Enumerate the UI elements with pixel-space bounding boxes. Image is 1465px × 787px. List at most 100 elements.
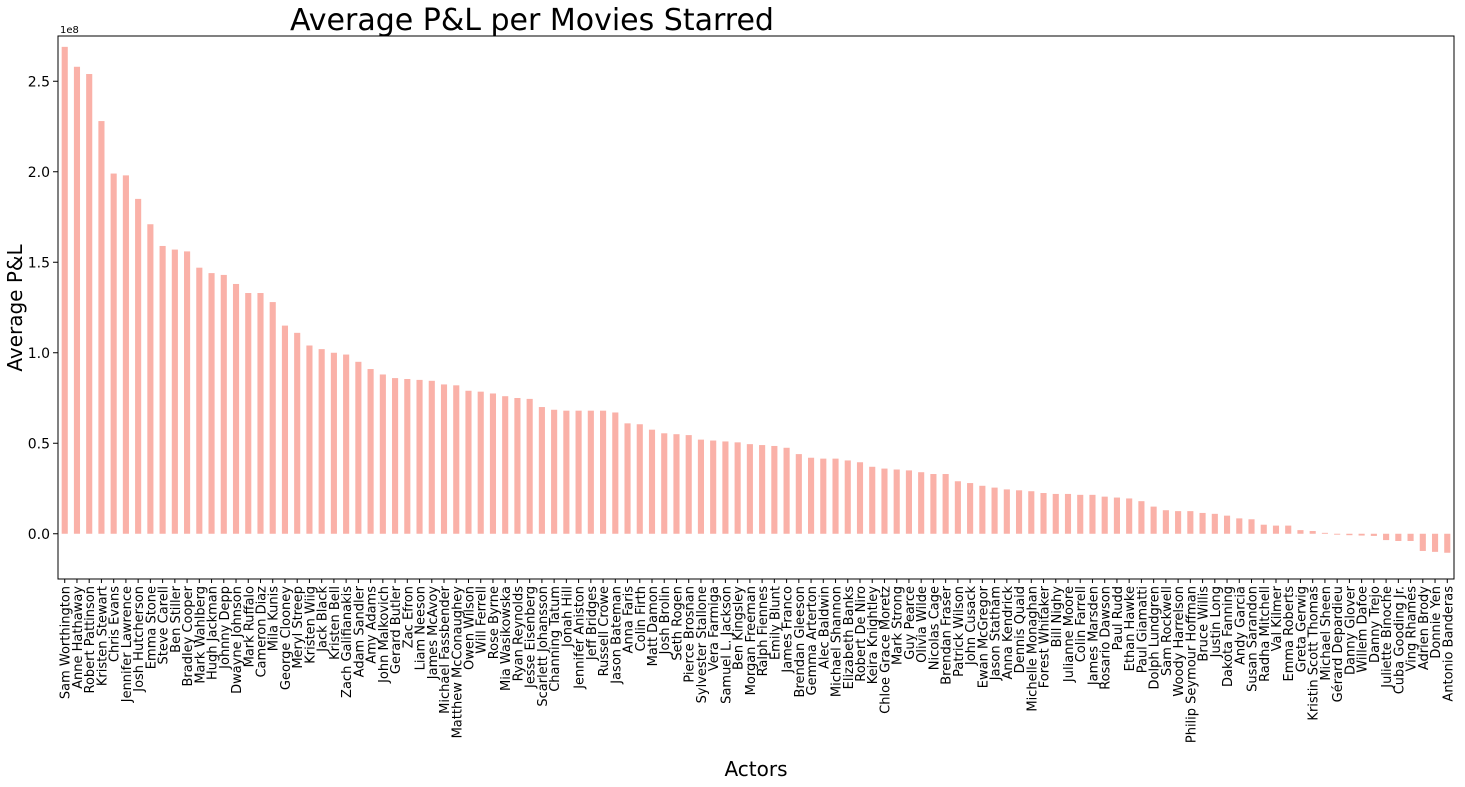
x-tick-label: Mark Wahlberg — [193, 586, 208, 684]
bar — [1431, 533, 1439, 552]
bar — [954, 481, 961, 534]
x-tick-label: Adam Sandler — [352, 585, 367, 677]
bar — [257, 293, 264, 534]
x-tick-label: Mark Ruffalo — [242, 586, 257, 667]
x-tick-label: Kristin Scott Thomas — [1307, 586, 1322, 721]
x-tick-label: Val Kilmer — [1270, 585, 1285, 651]
x-tick-label: Josh Hutcherson — [132, 586, 147, 693]
bar — [1334, 533, 1341, 535]
x-tick-label: Seth Rogen — [670, 586, 685, 661]
x-tick-label: Ewan McGregor — [976, 585, 991, 688]
bar — [98, 121, 105, 534]
bar — [392, 378, 399, 534]
x-tick-label: Jennifer Lawrence — [120, 586, 135, 703]
x-tick-label: Woody Harrelson — [1172, 586, 1187, 697]
x-tick-label: Kristen Wiig — [303, 586, 318, 664]
x-tick-label: James Marsden — [1086, 586, 1101, 686]
x-tick-label: Dolph Lundgren — [1148, 586, 1163, 690]
x-tick-label: Michelle Monaghan — [1025, 586, 1040, 712]
bar — [453, 385, 460, 534]
bar — [330, 352, 337, 534]
bar — [575, 410, 582, 534]
bar — [722, 441, 729, 534]
x-tick-label: Robert De Niro — [854, 586, 869, 682]
bar — [1444, 533, 1451, 553]
bar — [1248, 519, 1255, 534]
bar — [294, 332, 301, 534]
bar — [135, 198, 142, 534]
y-tick-label: 1.0 — [28, 346, 50, 362]
bar — [624, 423, 631, 534]
x-tick-label: James Franco — [781, 586, 796, 674]
x-tick-label: Amy Adams — [365, 586, 380, 664]
bar — [306, 345, 313, 534]
bar — [1236, 518, 1243, 534]
x-tick-label: Philip Seymour Hoffman — [1184, 586, 1199, 743]
x-tick-label: Jennifer Aniston — [573, 586, 588, 690]
bar — [416, 379, 423, 534]
bar — [1064, 493, 1072, 534]
x-tick-label: Justin Long — [1209, 586, 1224, 658]
x-tick-label: Russell Crowe — [597, 586, 612, 676]
bars — [61, 46, 1451, 553]
bar — [1358, 533, 1365, 536]
x-axis-label: Actors — [724, 757, 787, 781]
x-tick-label: Radha Mitchell — [1258, 586, 1273, 682]
bar — [1309, 531, 1316, 534]
x-tick-label: Gemma Arterton — [805, 586, 820, 695]
bar — [514, 398, 521, 534]
x-tick-label: Brendan Fraser — [940, 585, 955, 684]
x-tick-label: Robert Pattinson — [83, 586, 98, 693]
bar — [930, 474, 937, 534]
x-tick-label: Ving Rhames — [1405, 586, 1420, 672]
x-tick-label: Kristen Stewart — [95, 586, 110, 686]
x-tick-label: Anna Kendrick — [1001, 586, 1016, 680]
x-tick-label: Keira Knightley — [866, 586, 881, 685]
bar — [1126, 498, 1133, 534]
bar — [991, 487, 998, 534]
bar — [318, 349, 325, 534]
bar — [795, 454, 802, 534]
y-scale-note: 1e8 — [60, 25, 79, 36]
x-tick-label: Ben Stiller — [169, 585, 184, 652]
bar — [122, 175, 129, 534]
bar — [355, 361, 362, 534]
bar — [245, 293, 252, 534]
x-tick-label: Patrick Wilson — [952, 586, 967, 677]
x-tick-label: Matthew McConaughey — [450, 586, 465, 739]
x-tick-label: Donnie Yen — [1429, 586, 1444, 659]
x-tick-label: Dennis Quaid — [1013, 586, 1028, 673]
bar — [428, 380, 435, 534]
x-tick-label: Jeff Bridges — [585, 586, 600, 661]
bar — [343, 354, 350, 534]
x-tick-label: Emma Roberts — [1282, 586, 1297, 682]
bar — [1370, 533, 1377, 536]
x-tick-label: Matt Damon — [646, 586, 661, 666]
bar — [61, 46, 68, 534]
bar — [1223, 515, 1231, 534]
bar — [269, 302, 276, 534]
x-tick-label: James McAvoy — [426, 586, 441, 681]
x-tick-label: Olivia Wilde — [915, 586, 930, 663]
bar — [220, 274, 227, 534]
bar — [73, 66, 81, 534]
bar — [526, 398, 533, 534]
bar — [1150, 506, 1157, 534]
y-tick-label: 2.5 — [28, 74, 50, 90]
x-tick-label: Mila Kunis — [267, 586, 282, 652]
x-tick-label: Samuel L. Jackson — [719, 586, 734, 704]
x-tick-label: Michael Shannon — [830, 586, 845, 697]
x-tick-label: Steve Carell — [157, 586, 172, 665]
x-tick-label: Paul Giamatti — [1135, 586, 1150, 673]
bar — [1089, 494, 1096, 534]
bar — [1346, 533, 1353, 536]
bar — [538, 407, 545, 534]
y-tick-label: 1.5 — [28, 255, 50, 271]
bar — [281, 325, 289, 534]
bar — [1395, 533, 1402, 541]
bar — [1260, 524, 1267, 534]
x-tick-label: Bruce Willis — [1197, 586, 1212, 662]
x-tick-label: George Clooney — [279, 586, 294, 690]
